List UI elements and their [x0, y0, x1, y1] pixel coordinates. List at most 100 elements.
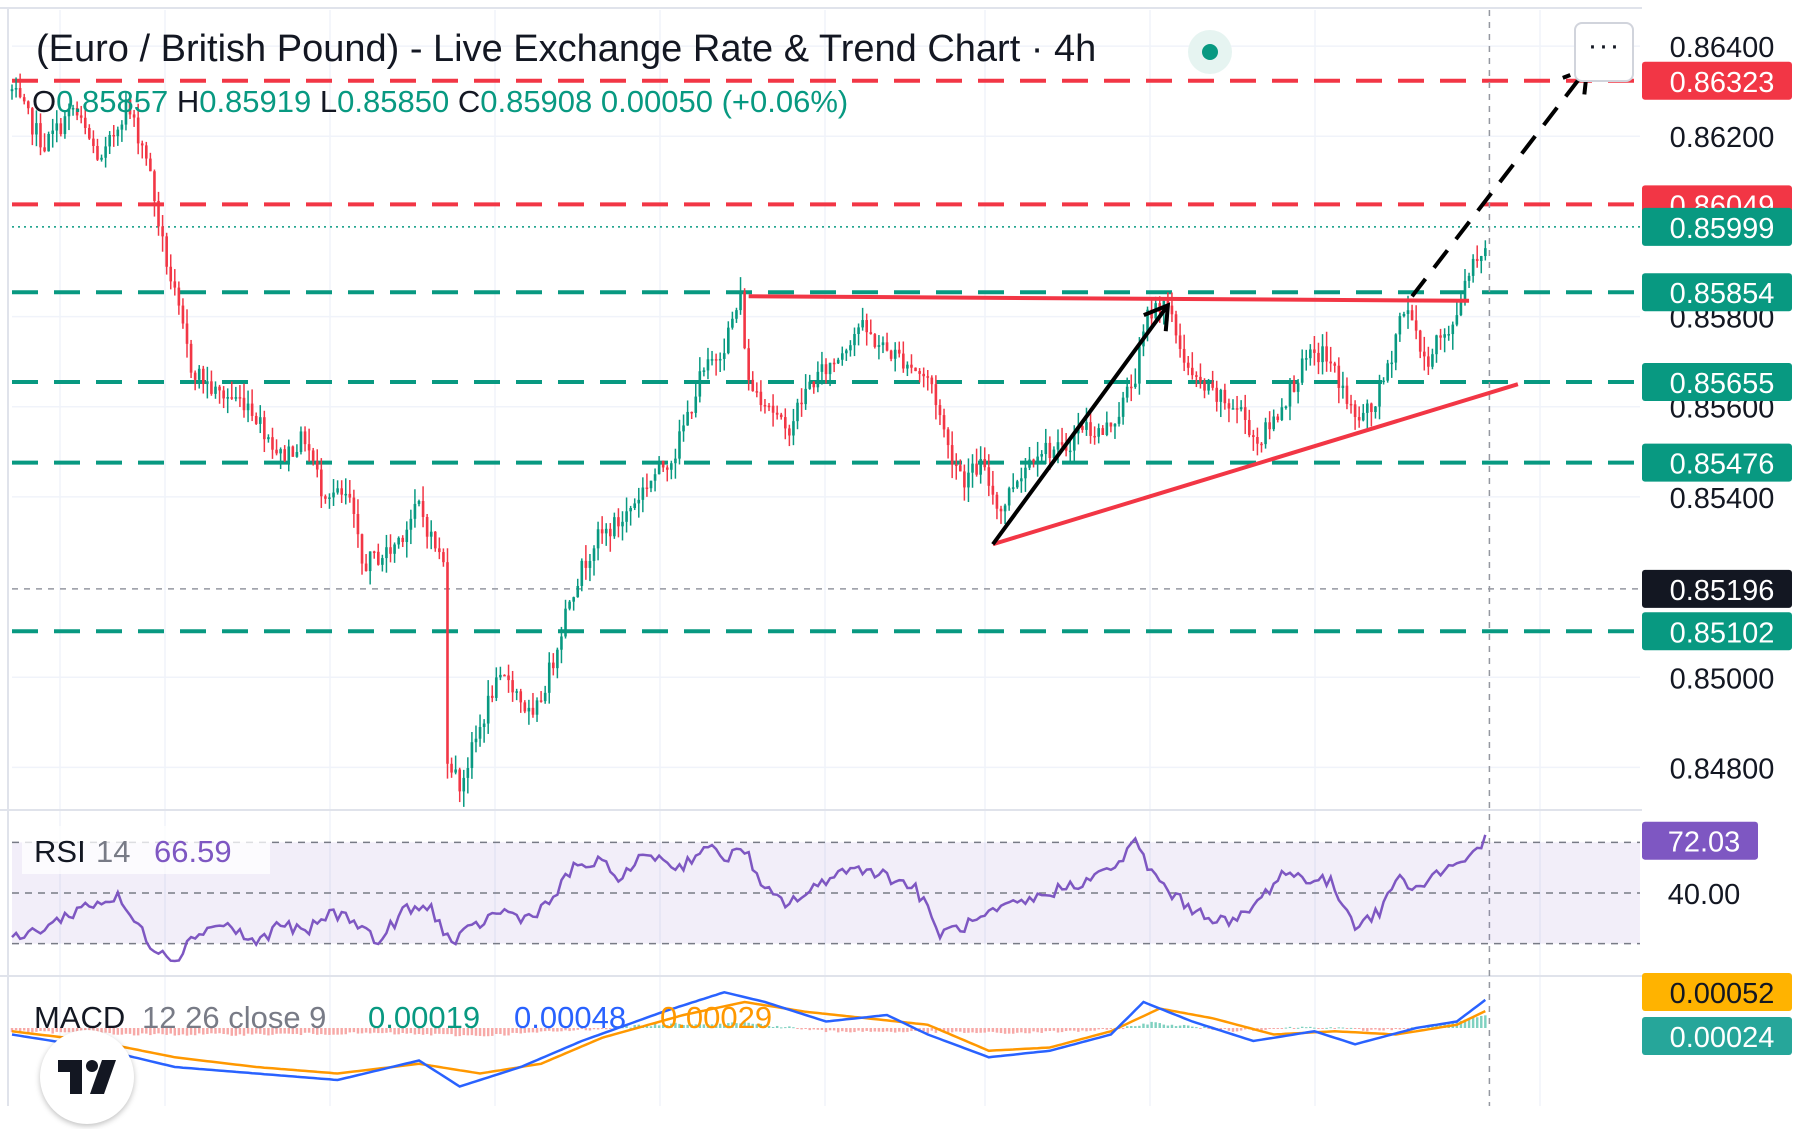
candle-body	[1129, 386, 1133, 389]
macd-histogram-bar	[828, 1028, 832, 1031]
macd-histogram-bar	[43, 1028, 46, 1032]
macd-histogram-bar	[727, 1023, 730, 1028]
macd-histogram-bar	[633, 1025, 636, 1028]
macd-histogram-bar	[193, 1028, 197, 1036]
candle-body	[1020, 478, 1023, 482]
more-options-button[interactable]: ···	[1574, 22, 1634, 82]
close-value: 0.85908	[480, 84, 593, 119]
macd-histogram-bar	[206, 1028, 209, 1035]
price-tag-resistance	[1642, 61, 1792, 100]
macd-histogram-bar	[865, 1028, 868, 1031]
candle-body	[1349, 403, 1353, 406]
macd-histogram-bar	[621, 1027, 624, 1029]
macd-histogram-bar	[214, 1028, 217, 1034]
candle-body	[604, 528, 608, 534]
candle-body	[1463, 280, 1467, 301]
macd-histogram-bar	[242, 1028, 246, 1036]
candle-body	[328, 497, 331, 499]
macd-histogram-bar	[678, 1023, 681, 1028]
candle-body	[767, 405, 771, 408]
macd-histogram-bar	[771, 1026, 775, 1028]
macd-histogram-bar	[1341, 1027, 1345, 1029]
candle-body	[1097, 428, 1100, 437]
price-axis-background	[1642, 0, 1804, 1106]
candle-body	[950, 445, 954, 465]
macd-histogram-bar	[271, 1028, 274, 1035]
market-status-icon[interactable]	[1188, 30, 1232, 74]
macd-histogram-bar	[393, 1028, 396, 1035]
candle-body	[1190, 367, 1194, 376]
rsi-legend-label: RSI	[34, 834, 86, 869]
candle-body	[828, 362, 832, 375]
candle-body	[214, 386, 217, 394]
candle-body	[694, 396, 698, 413]
candle-body	[1170, 305, 1174, 315]
candle-body	[1227, 403, 1231, 409]
macd-histogram-bar	[1142, 1023, 1145, 1028]
macd-histogram-bar	[332, 1028, 335, 1035]
macd-histogram-bar	[723, 1024, 726, 1028]
macd-histogram-bar	[1105, 1028, 1109, 1030]
macd-histogram-bar	[975, 1028, 978, 1034]
chart-canvas[interactable]: RSI 14 66.59 MACD 12 26 close 9 0.00019 0.000…	[0, 0, 1804, 1106]
macd-histogram-bar	[466, 1028, 470, 1036]
macd-histogram-bar	[613, 1026, 616, 1028]
macd-histogram-bar	[1309, 1026, 1312, 1028]
macd-histogram-bar	[1207, 1028, 1210, 1029]
macd-histogram-bar	[1321, 1028, 1324, 1029]
macd-histogram-bar	[124, 1028, 128, 1034]
price-tag-support	[1642, 273, 1792, 312]
candle-body	[564, 608, 567, 637]
chart-frame: RSI 14 66.59 MACD 12 26 close 9 0.00019 0.000…	[0, 0, 1804, 1106]
candle-body	[201, 368, 205, 385]
macd-histogram-bar	[849, 1028, 852, 1033]
high-value: 0.85919	[199, 84, 312, 119]
candle-body	[145, 145, 148, 159]
macd-histogram-bar	[780, 1027, 783, 1029]
candle-body	[254, 415, 258, 424]
open-value: 0.85857	[56, 84, 169, 119]
candle-body	[161, 226, 164, 237]
candle-body	[26, 101, 30, 109]
macd-line-value: 0.00048	[514, 1000, 626, 1035]
macd-histogram-bar	[405, 1028, 409, 1034]
price-tag-label: 0.85476	[1670, 449, 1775, 481]
candle-body	[637, 499, 641, 504]
candle-body	[39, 123, 42, 148]
candle-body	[1219, 389, 1223, 402]
macd-histogram-bar	[596, 1028, 600, 1030]
candle-body	[1215, 387, 1219, 402]
candle-body	[902, 353, 905, 369]
price-tag-support	[1642, 362, 1792, 401]
macd-histogram-bar	[136, 1028, 140, 1036]
candle-body	[413, 503, 417, 519]
candle-body	[1402, 313, 1406, 317]
macd-histogram-bar	[999, 1028, 1003, 1034]
macd-histogram-bar	[1223, 1028, 1227, 1029]
candle-body	[1223, 389, 1227, 404]
macd-histogram-bar	[1138, 1025, 1141, 1028]
tradingview-logo[interactable]	[40, 1030, 134, 1124]
price-tag-support	[1642, 443, 1792, 482]
candle-body	[1455, 315, 1459, 325]
macd-histogram-bar	[820, 1028, 824, 1030]
macd-histogram-bar	[1370, 1028, 1373, 1030]
macd-histogram-bar	[478, 1028, 482, 1036]
candle-body	[816, 371, 820, 388]
macd-histogram-bar	[609, 1028, 612, 1029]
macd-histogram-bar	[474, 1028, 478, 1036]
macd-histogram-bar	[413, 1028, 417, 1035]
candle-body	[938, 405, 942, 416]
macd-histogram-bar	[1044, 1028, 1048, 1032]
candle-body	[763, 405, 767, 407]
macd-histogram-bar	[731, 1022, 734, 1028]
macd-histogram-bar	[1374, 1028, 1377, 1030]
macd-histogram-bar	[934, 1028, 938, 1033]
macd-histogram-bar	[1195, 1027, 1198, 1029]
macd-histogram-bar	[246, 1028, 250, 1034]
candle-body	[51, 130, 55, 134]
macd-histogram-bar	[210, 1028, 213, 1034]
candle-body	[1431, 354, 1434, 367]
candle-body	[918, 371, 921, 374]
candle-body	[486, 695, 490, 724]
